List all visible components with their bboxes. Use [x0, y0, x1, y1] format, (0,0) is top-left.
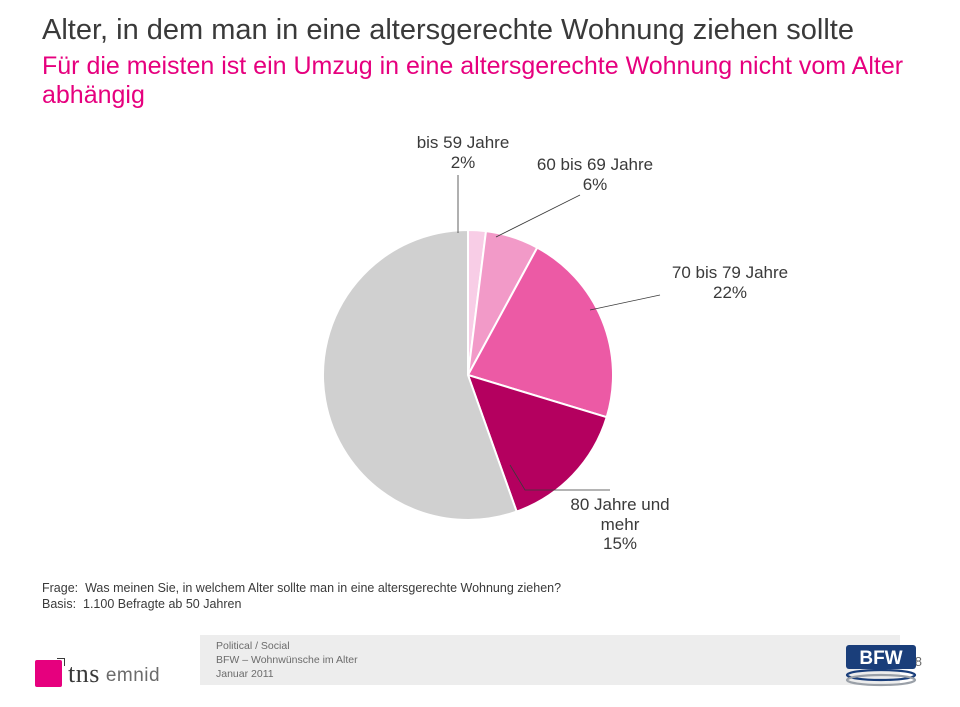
footer-question: Frage: Was meinen Sie, in welchem Alter …	[42, 581, 561, 595]
page-title: Alter, in dem man in eine altersgerechte…	[42, 14, 854, 47]
tns-square-icon	[35, 660, 62, 687]
leader-lines	[0, 115, 960, 575]
tns-emnid-logo: tns emnid	[35, 660, 160, 687]
pie-chart: bis 59 Jahre2% 60 bis 69 Jahre6% 70 bis …	[0, 115, 960, 575]
tns-text: tns	[68, 661, 100, 687]
emnid-text: emnid	[106, 666, 160, 687]
meta-strip: Political / Social BFW – Wohnwünsche im …	[200, 635, 900, 685]
bfw-logo: BFW	[844, 639, 922, 687]
footer-basis: Basis: 1.100 Befragte ab 50 Jahren	[42, 597, 241, 611]
meta-text: Political / Social BFW – Wohnwünsche im …	[216, 639, 358, 682]
page-subtitle: Für die meisten ist ein Umzug in eine al…	[42, 52, 960, 110]
svg-text:BFW: BFW	[859, 648, 902, 669]
